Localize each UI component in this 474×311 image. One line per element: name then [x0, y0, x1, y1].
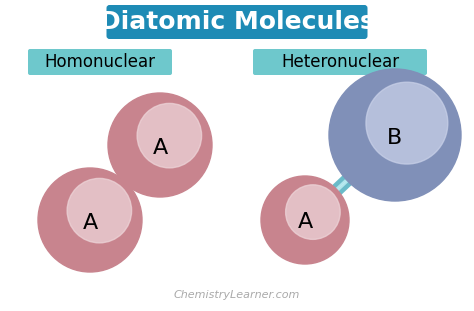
Text: Diatomic Molecules: Diatomic Molecules [100, 10, 374, 34]
FancyBboxPatch shape [253, 49, 427, 75]
Circle shape [67, 179, 132, 243]
Circle shape [286, 185, 340, 239]
Circle shape [329, 69, 461, 201]
Text: Homonuclear: Homonuclear [45, 53, 155, 71]
Text: Heteronuclear: Heteronuclear [281, 53, 399, 71]
FancyBboxPatch shape [28, 49, 172, 75]
Circle shape [137, 103, 201, 168]
Text: B: B [387, 128, 402, 148]
Circle shape [261, 176, 349, 264]
Circle shape [38, 168, 142, 272]
Text: A: A [152, 137, 168, 158]
Circle shape [366, 82, 448, 164]
FancyBboxPatch shape [107, 5, 367, 39]
Text: A: A [82, 213, 98, 233]
Text: ChemistryLearner.com: ChemistryLearner.com [174, 290, 300, 300]
Text: A: A [297, 212, 313, 232]
Circle shape [108, 93, 212, 197]
